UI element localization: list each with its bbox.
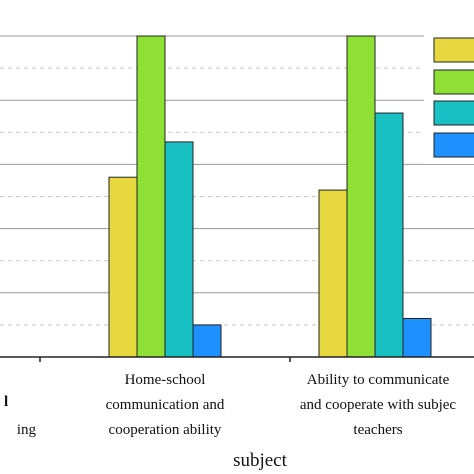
x-axis <box>0 356 474 362</box>
bar <box>402 317 432 358</box>
bar <box>164 141 194 358</box>
x-tick-label: Home-school <box>125 372 206 388</box>
x-tick-label: ing <box>17 422 37 438</box>
legend-swatch <box>433 37 474 63</box>
x-tick-label: teachers <box>353 422 402 438</box>
legend-swatch <box>433 69 474 95</box>
x-tick-label: and cooperate with subjec <box>300 397 457 413</box>
legend-swatch <box>433 132 474 158</box>
bar <box>374 112 404 358</box>
legend <box>424 24 474 164</box>
x-tick-label: communication and <box>106 397 225 413</box>
x-tick-label: Ability to communicate <box>307 372 450 388</box>
x-axis-title: subject <box>233 450 288 471</box>
bar <box>136 35 166 358</box>
x-tick-label: l <box>4 394 8 410</box>
x-tick-label: cooperation ability <box>109 422 222 438</box>
legend-swatch <box>433 100 474 126</box>
bar <box>192 324 222 358</box>
bar <box>318 189 348 358</box>
bar <box>346 35 376 358</box>
bar <box>108 176 138 358</box>
bars <box>108 35 432 358</box>
